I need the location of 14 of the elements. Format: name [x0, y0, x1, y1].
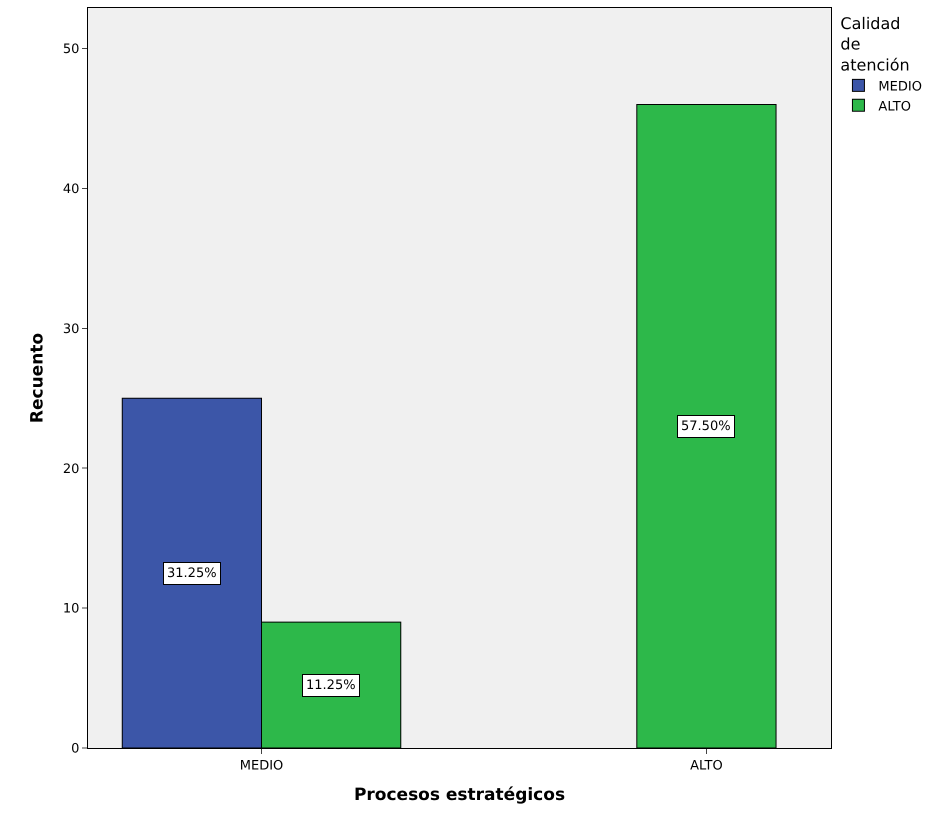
x-axis-title: Procesos estratégicos — [354, 785, 566, 805]
y-tick-label: 30 — [62, 322, 80, 337]
annotation: 11.25% — [306, 678, 356, 693]
y-tick-label: 10 — [62, 602, 80, 617]
y-axis-title: Recuento — [27, 332, 48, 424]
legend-label: ALTO — [878, 99, 911, 114]
y-tick-label: 20 — [62, 462, 80, 477]
annotation: 31.25% — [167, 566, 217, 581]
y-tick-label: 40 — [62, 182, 80, 197]
y-tick-label: 50 — [62, 42, 80, 58]
annotation: 57.50% — [681, 419, 731, 434]
legend-label: MEDIO — [878, 79, 922, 94]
legend-title: Calidad de atención — [840, 14, 910, 74]
y-tick-label: 0 — [71, 742, 80, 757]
